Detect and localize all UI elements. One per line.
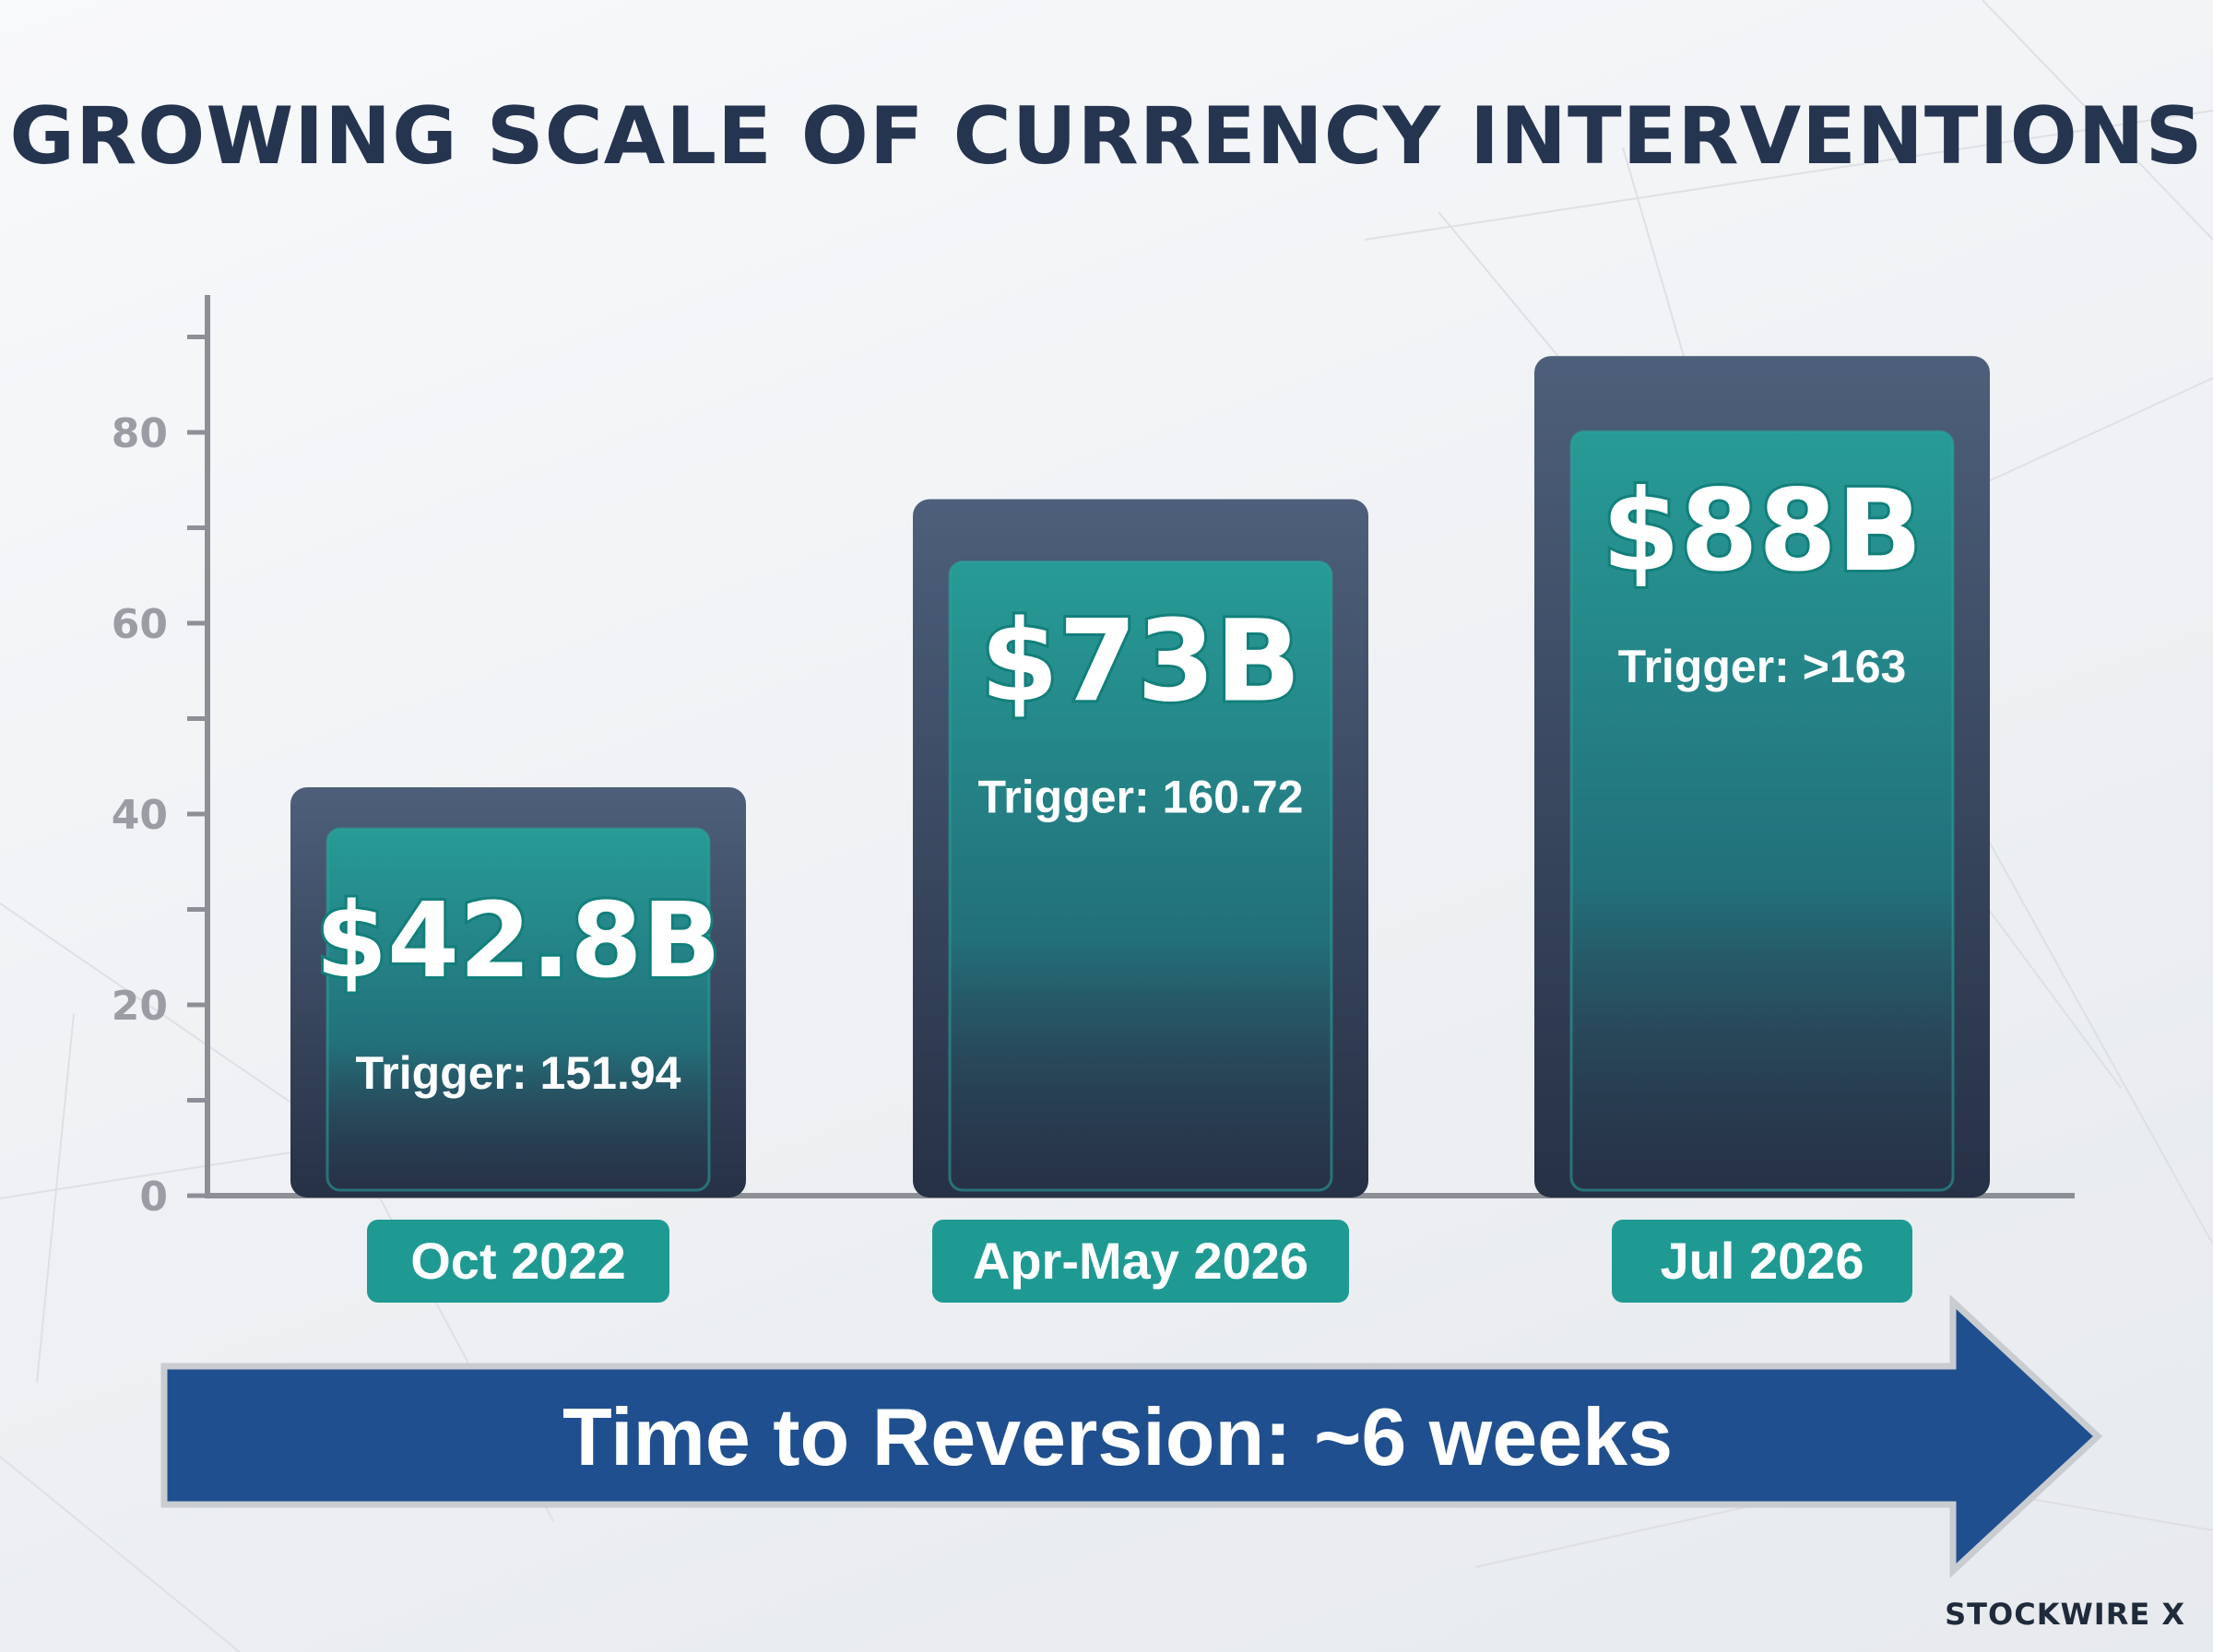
category-pill: Jul 2026 — [1612, 1220, 1912, 1303]
category-pill-bg — [932, 1220, 1349, 1303]
arrow-label: Time to Reversion: ~6 weeks — [562, 1391, 1673, 1482]
y-tick-label: 20 — [112, 983, 168, 1030]
bar-value-label: $73B — [980, 596, 1301, 726]
x-tick-label: Apr-May 2026 — [973, 1232, 1308, 1290]
bar-inner — [1569, 430, 1955, 1192]
chart-title: GROWING SCALE OF CURRENCY INTERVENTIONS — [9, 90, 2204, 183]
bar-group: $42.8B Trigger: 151.94 — [290, 787, 746, 1198]
reversion-arrow: Time to Reversion: ~6 weeks — [160, 1293, 2103, 1579]
y-tick-label: 80 — [112, 410, 168, 457]
bar-trigger-label: Trigger: >163 — [1618, 641, 1907, 692]
bar-value-label: $42.8B — [315, 881, 721, 1001]
x-tick-label: Jul 2026 — [1660, 1232, 1864, 1290]
bar-trigger-label: Trigger: 160.72 — [978, 771, 1304, 822]
category-pill-bg — [1612, 1220, 1912, 1303]
category-pill: Apr-May 2026 — [932, 1220, 1349, 1303]
y-tick-label: 60 — [112, 601, 168, 648]
category-pill: Oct 2022 — [367, 1220, 669, 1303]
x-tick-label: Oct 2022 — [410, 1232, 626, 1290]
bar-group: $88B Trigger: >163 — [1534, 356, 1990, 1198]
y-tick-label: 0 — [139, 1174, 168, 1221]
bar-value-label: $88B — [1602, 466, 1923, 596]
category-pill-bg — [367, 1220, 669, 1303]
bar-group: $73B Trigger: 160.72 — [913, 499, 1368, 1198]
y-tick-label: 40 — [112, 792, 168, 839]
bar-inner — [325, 827, 711, 1192]
bar-inner — [948, 560, 1333, 1192]
bar-trigger-label: Trigger: 151.94 — [356, 1047, 681, 1099]
brand-logo: STOCKWIRE X — [1945, 1597, 2185, 1632]
arrow-shape — [160, 1293, 2103, 1579]
